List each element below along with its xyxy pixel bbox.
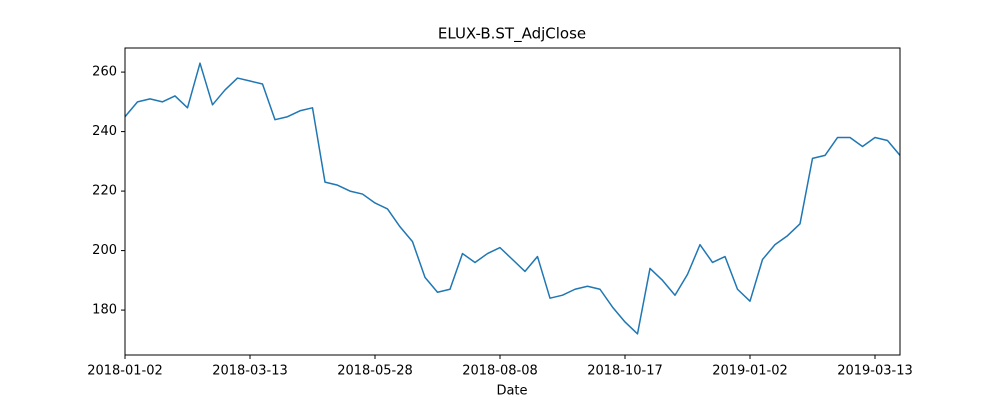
x-tick-label: 2018-01-02	[87, 364, 163, 379]
y-tick-label: 200	[92, 243, 117, 258]
y-tick-label: 180	[92, 303, 117, 318]
x-tick-label: 2018-03-13	[212, 364, 288, 379]
x-tick-label: 2019-01-02	[712, 364, 788, 379]
y-tick-label: 260	[92, 65, 117, 80]
x-axis-label: Date	[496, 384, 527, 399]
line-series	[124, 62, 901, 335]
x-tick-label: 2019-03-13	[837, 364, 913, 379]
y-tick-label: 220	[92, 184, 117, 199]
plot-frame	[124, 47, 901, 356]
x-tick-label: 2018-08-08	[462, 364, 538, 379]
x-tick-label: 2018-05-28	[337, 364, 413, 379]
chart-title: ELUX-B.ST_AdjClose	[438, 25, 586, 44]
y-tick-label: 240	[92, 124, 117, 139]
x-tick-label: 2018-10-17	[587, 364, 663, 379]
